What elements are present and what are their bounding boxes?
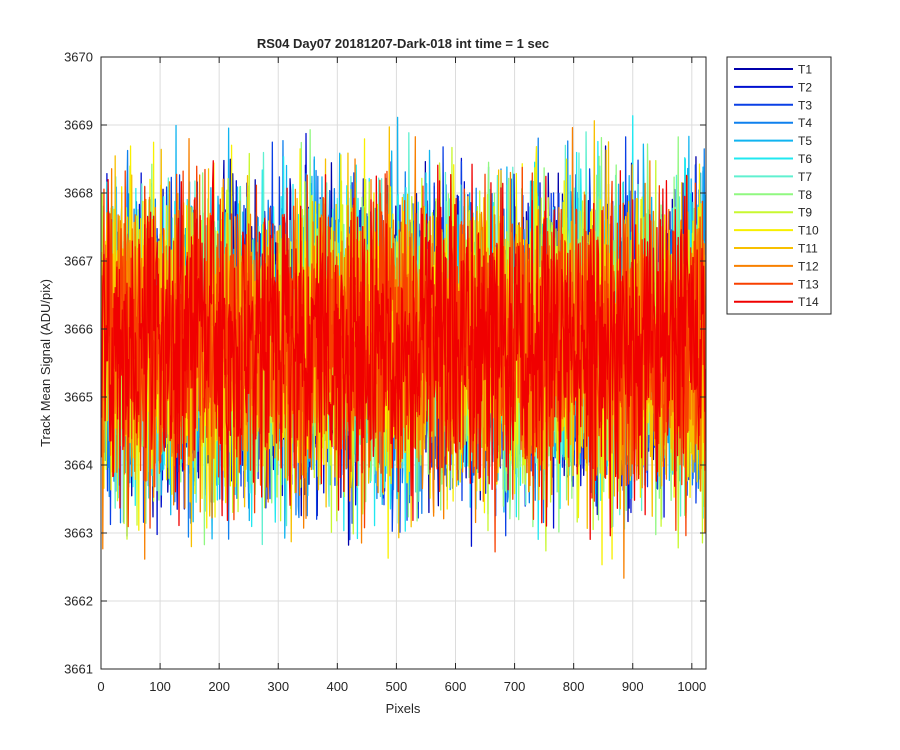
y-tick-label: 3664 <box>64 458 93 473</box>
x-tick-label: 100 <box>149 679 171 694</box>
x-tick-label: 300 <box>267 679 289 694</box>
chart-title: RS04 Day07 20181207-Dark-018 int time = … <box>257 36 549 51</box>
y-tick-label: 3670 <box>64 50 93 65</box>
x-tick-label: 600 <box>445 679 467 694</box>
x-axis-label: Pixels <box>386 701 421 716</box>
x-tick-label: 1000 <box>677 679 706 694</box>
legend-label-t9: T9 <box>798 206 812 220</box>
data-series <box>101 115 706 579</box>
legend-label-t8: T8 <box>798 188 812 202</box>
legend-label-t4: T4 <box>798 116 812 130</box>
y-tick-label: 3661 <box>64 662 93 677</box>
legend-label-t14: T14 <box>798 295 819 309</box>
legend-label-t13: T13 <box>798 277 819 291</box>
y-tick-label: 3663 <box>64 526 93 541</box>
y-tick-label: 3669 <box>64 118 93 133</box>
legend-label-t7: T7 <box>798 170 812 184</box>
x-tick-label: 0 <box>97 679 104 694</box>
x-tick-label: 200 <box>208 679 230 694</box>
y-tick-label: 3667 <box>64 254 93 269</box>
y-axis-label: Track Mean Signal (ADU/pix) <box>38 279 53 447</box>
x-tick-label: 500 <box>386 679 408 694</box>
x-tick-label: 700 <box>504 679 526 694</box>
legend-label-t12: T12 <box>798 259 819 273</box>
x-tick-label: 400 <box>326 679 348 694</box>
y-tick-label: 3668 <box>64 186 93 201</box>
plot-frame <box>100 56 707 670</box>
x-tick-label: 900 <box>622 679 644 694</box>
legend-label-t2: T2 <box>798 80 812 94</box>
legend-label-t11: T11 <box>798 242 818 256</box>
legend-label-t1: T1 <box>798 63 812 77</box>
legend-label-t5: T5 <box>798 134 812 148</box>
legend-label-t10: T10 <box>798 224 819 238</box>
x-tick-label: 800 <box>563 679 585 694</box>
legend: T1 T2 T3 T4 T5 T6 T7 T8 T9 T10 T11 T12 T13 T14 <box>726 56 832 315</box>
series-line-t14 <box>101 160 706 541</box>
y-tick-label: 3662 <box>64 594 93 609</box>
legend-box <box>726 56 832 315</box>
y-tick-label: 3666 <box>64 322 93 337</box>
legend-label-t6: T6 <box>798 152 812 166</box>
axis-ticks: 0 100 200 300 400 500 600 700 800 900 1000 3661 3662… <box>64 50 706 695</box>
y-tick-label: 3665 <box>64 390 93 405</box>
legend-label-t3: T3 <box>798 98 812 112</box>
